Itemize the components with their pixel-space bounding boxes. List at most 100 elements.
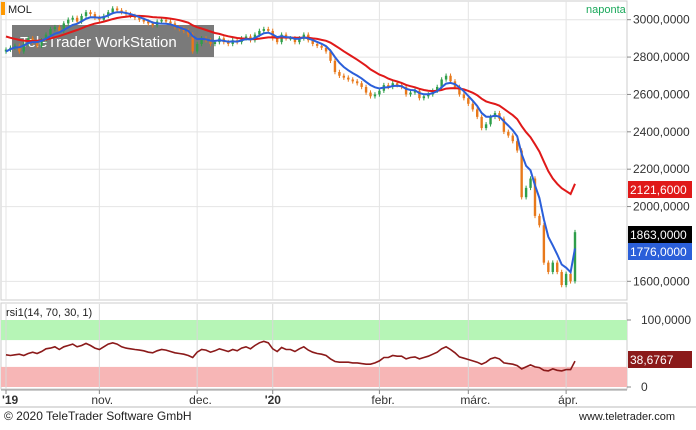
candle-body bbox=[71, 17, 74, 20]
candle-body bbox=[404, 86, 408, 95]
candle-body bbox=[107, 12, 110, 16]
candle-body bbox=[22, 43, 25, 52]
candle-body bbox=[151, 23, 154, 26]
candle-body bbox=[262, 29, 266, 31]
rsi-overbought-band bbox=[1, 320, 627, 341]
candle-body bbox=[289, 38, 292, 40]
rsi-gridlines bbox=[5, 304, 567, 389]
candle-body bbox=[329, 51, 332, 61]
candle-body bbox=[160, 19, 163, 22]
candle-body bbox=[355, 81, 359, 84]
candle-body bbox=[511, 135, 514, 142]
price-axis: 3000,0000 2800,0000 2600,0000 2400,0000 2200… bbox=[627, 13, 690, 288]
candle-body bbox=[187, 30, 190, 35]
rsi-axis: 100,0000 0 bbox=[627, 313, 691, 394]
candle-body bbox=[58, 27, 61, 31]
candle-body bbox=[324, 47, 328, 52]
price-tick-label: 2200,0000 bbox=[633, 162, 690, 176]
candle-body bbox=[18, 45, 21, 52]
price-tick-label: 2800,0000 bbox=[633, 50, 690, 64]
candle-body bbox=[502, 118, 506, 132]
candle-body bbox=[275, 38, 279, 43]
website-text: www.teletrader.com bbox=[578, 411, 675, 423]
candle-body bbox=[547, 262, 550, 272]
candle-body bbox=[378, 90, 381, 95]
candle-body bbox=[364, 86, 368, 93]
candle-body bbox=[387, 85, 390, 87]
candle-body bbox=[347, 77, 350, 80]
candle-body bbox=[138, 17, 141, 20]
candle-body bbox=[298, 38, 301, 43]
time-tick-label: márc. bbox=[460, 393, 490, 407]
candle-body bbox=[467, 98, 470, 104]
slow-ma-value-badge: 2121,6000 bbox=[628, 181, 692, 198]
candle-body bbox=[444, 75, 448, 80]
candle-body bbox=[369, 92, 372, 97]
symbol-accent-bar bbox=[1, 2, 5, 15]
candle-body bbox=[67, 19, 70, 24]
candle-body bbox=[195, 43, 199, 52]
last-price-badge: 1863,0000 bbox=[628, 226, 692, 243]
candle-body bbox=[311, 40, 314, 44]
time-tick-label: nov. bbox=[91, 393, 113, 407]
candle-body bbox=[458, 86, 461, 95]
candle-body bbox=[471, 103, 474, 110]
candle-body bbox=[435, 86, 439, 91]
candle-body bbox=[489, 116, 492, 125]
candle-body bbox=[115, 8, 119, 11]
price-tick-label: 1600,0000 bbox=[633, 274, 690, 288]
rsi-value: 38,6767 bbox=[630, 353, 674, 367]
rsi-line bbox=[5, 340, 576, 372]
fast-ma-value: 1776,0000 bbox=[630, 245, 687, 259]
candle-body bbox=[516, 141, 519, 151]
watermark-text: TeleTrader WorkStation bbox=[20, 34, 177, 51]
candle-body bbox=[533, 178, 537, 216]
candle-body bbox=[484, 124, 488, 129]
candle-body bbox=[476, 109, 479, 117]
fast-moving-average-line bbox=[5, 11, 576, 275]
candle-body bbox=[507, 131, 510, 136]
candle-body bbox=[551, 262, 554, 272]
candle-body bbox=[573, 232, 577, 282]
candle-body bbox=[395, 83, 399, 86]
candle-body bbox=[40, 40, 43, 46]
time-tick-label: '20 bbox=[265, 393, 282, 407]
candle-body bbox=[462, 94, 466, 99]
candle-body bbox=[267, 29, 270, 31]
candle-body bbox=[191, 34, 194, 52]
candle-body bbox=[418, 90, 421, 99]
candle-body bbox=[520, 150, 523, 198]
candle-body bbox=[169, 21, 172, 24]
candle-body bbox=[342, 75, 346, 78]
candle-body bbox=[84, 12, 88, 16]
candle-body bbox=[80, 15, 83, 22]
time-tick-label: dec. bbox=[189, 393, 212, 407]
candle-body bbox=[529, 178, 532, 188]
candle-body bbox=[373, 94, 377, 97]
price-tick-label: 2400,0000 bbox=[633, 125, 690, 139]
price-tick-label: 2600,0000 bbox=[633, 87, 690, 101]
rsi-title: rsi1(14, 70, 30, 1) bbox=[6, 307, 92, 319]
candle-body bbox=[413, 90, 417, 93]
candle-body bbox=[569, 273, 572, 282]
rsi-tick-label: 0 bbox=[641, 380, 648, 394]
time-tick-label: febr. bbox=[371, 393, 394, 407]
candle-body bbox=[93, 14, 97, 18]
candle-body bbox=[427, 94, 430, 97]
candle-body bbox=[440, 79, 443, 87]
time-axis: '19 nov. dec. '20 febr. márc. ápr. bbox=[2, 390, 578, 407]
candle-body bbox=[244, 36, 248, 39]
symbol-label: MOL bbox=[8, 4, 32, 16]
candle-body bbox=[209, 40, 212, 44]
candle-body bbox=[75, 17, 79, 22]
rsi-value-badge: 38,6767 bbox=[628, 351, 692, 368]
candle-body bbox=[142, 19, 146, 22]
copyright-text: © 2020 TeleTrader Software GmbH bbox=[4, 409, 192, 423]
candle-body bbox=[542, 225, 546, 263]
candle-body bbox=[564, 273, 568, 286]
candle-body bbox=[524, 187, 528, 198]
candle-body bbox=[111, 8, 114, 13]
candle-body bbox=[293, 38, 297, 43]
candle-body bbox=[53, 27, 57, 30]
